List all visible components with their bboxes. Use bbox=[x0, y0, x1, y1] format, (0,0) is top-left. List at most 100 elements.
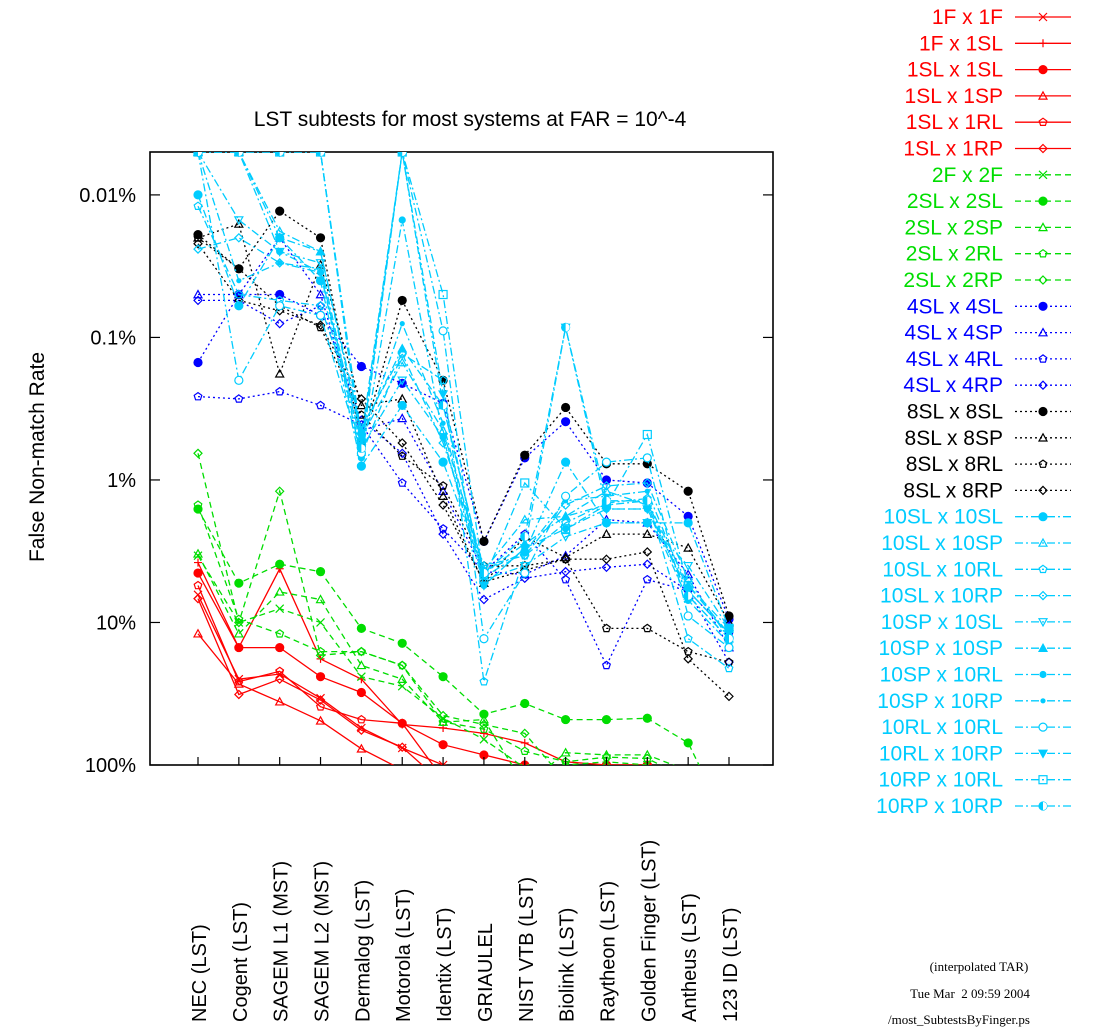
series-point bbox=[438, 500, 448, 510]
series-point bbox=[397, 357, 408, 367]
series-point bbox=[438, 438, 448, 448]
series-point bbox=[315, 715, 326, 725]
x-tick-label-raytheon-lst: Raytheon (LST) bbox=[597, 881, 619, 1022]
series-point bbox=[684, 813, 692, 820]
legend-entry-10sl-x-10sp: 10SL x 10SP bbox=[881, 532, 1071, 555]
series-point bbox=[1037, 90, 1049, 100]
series-point-half bbox=[524, 532, 529, 541]
legend-label: 8SL x 8SL bbox=[907, 401, 1003, 424]
series-point bbox=[315, 310, 326, 320]
series-point bbox=[684, 801, 692, 809]
legend-label: 4SL x 4RP bbox=[903, 374, 1003, 397]
series-point bbox=[642, 547, 653, 557]
series-point bbox=[725, 839, 733, 847]
series-line bbox=[197, 508, 700, 765]
series-point bbox=[397, 451, 407, 460]
series-point bbox=[439, 780, 447, 788]
series-point bbox=[440, 420, 446, 426]
series-point bbox=[193, 238, 203, 249]
series-point-half bbox=[729, 634, 733, 643]
series-line bbox=[197, 237, 730, 640]
series-line bbox=[197, 504, 662, 765]
legend-entry-10sp-x-10rl: 10SP x 10RL bbox=[880, 664, 1071, 687]
legend-label: 8SL x 8RP bbox=[903, 479, 1003, 502]
series-point bbox=[438, 672, 448, 682]
series-line bbox=[197, 572, 649, 765]
series-point bbox=[601, 475, 612, 485]
series-point bbox=[274, 674, 285, 685]
series-4sl-x-4sp bbox=[192, 232, 735, 652]
x-tick-label-antheus-lst: Antheus (LST) bbox=[679, 893, 701, 1022]
y-tick-label: 100% bbox=[85, 755, 136, 777]
legend-entry-1sl-x-1rp: 1SL x 1RP bbox=[903, 138, 1071, 161]
series-point bbox=[1039, 670, 1047, 679]
legend-entry-1sl-x-1sl: 1SL x 1SL bbox=[907, 59, 1071, 82]
series-point bbox=[397, 681, 407, 691]
series-line bbox=[197, 223, 730, 623]
series-point bbox=[519, 550, 530, 561]
series-point bbox=[643, 805, 651, 813]
series-point bbox=[561, 757, 571, 765]
series-point bbox=[642, 623, 652, 633]
series-point bbox=[479, 634, 489, 644]
series-point bbox=[603, 777, 611, 784]
series-point bbox=[1037, 749, 1049, 759]
series-point bbox=[642, 760, 652, 765]
legend: 1F x 1F 1F x 1SL 1SL x 1SL 1SL x 1SP 1SL x 1… bbox=[876, 6, 1071, 818]
series-point bbox=[601, 457, 612, 467]
series-point bbox=[683, 542, 694, 552]
series-point bbox=[1038, 301, 1048, 311]
series-point bbox=[562, 777, 570, 785]
series-point bbox=[397, 718, 407, 728]
series-point bbox=[642, 574, 652, 584]
series-point bbox=[561, 524, 571, 534]
legend-entry-10sl-x-10sl: 10SL x 10SL bbox=[884, 506, 1071, 529]
series-point bbox=[356, 623, 366, 633]
series-point bbox=[683, 518, 693, 528]
series-point bbox=[274, 486, 285, 497]
series-point bbox=[683, 561, 694, 571]
series-point bbox=[1038, 170, 1048, 180]
x-tick-label-motorola-lst: Motorola (LST) bbox=[393, 889, 415, 1022]
legend-label: 10RP x 10RP bbox=[876, 795, 1003, 818]
series-point bbox=[275, 629, 285, 638]
series-point bbox=[193, 580, 203, 590]
series-point bbox=[315, 400, 325, 410]
series-point bbox=[683, 611, 693, 621]
series-point bbox=[519, 573, 530, 584]
legend-label: 8SL x 8SP bbox=[905, 427, 1003, 450]
series-point bbox=[561, 491, 571, 501]
series-point bbox=[1037, 618, 1049, 628]
legend-label: 2SL x 2RL bbox=[906, 243, 1003, 266]
series-point bbox=[642, 528, 653, 538]
series-point bbox=[1038, 196, 1048, 206]
series-point bbox=[397, 742, 408, 753]
legend-label: 10SL x 10SL bbox=[884, 506, 1003, 529]
legend-label: 2SL x 2RP bbox=[903, 269, 1003, 292]
series-1f-x-1sl bbox=[194, 558, 652, 765]
series-point bbox=[562, 815, 570, 822]
legend-entry-8sl-x-8rl: 8SL x 8RL bbox=[906, 453, 1071, 476]
legend-label: 10RL x 10RP bbox=[879, 742, 1003, 765]
series-point bbox=[561, 417, 571, 427]
series-point bbox=[192, 548, 204, 558]
series-8sl-x-8sl bbox=[193, 206, 734, 621]
legend-label: 10RP x 10RL bbox=[878, 769, 1003, 792]
series-point bbox=[601, 660, 612, 670]
series-point bbox=[684, 767, 692, 774]
x-tick-label-golden-finger-lst: Golden Finger (LST) bbox=[638, 840, 660, 1022]
x-tick-label-nec-lst: NEC (LST) bbox=[189, 924, 211, 1022]
series-point bbox=[439, 775, 447, 782]
series-point bbox=[356, 394, 367, 404]
series-point bbox=[1038, 512, 1048, 522]
series-point bbox=[401, 764, 403, 765]
series-point-half bbox=[320, 152, 325, 156]
legend-entry-10sl-x-10rl: 10SL x 10RL bbox=[882, 558, 1071, 581]
series-point bbox=[724, 623, 734, 633]
series-point bbox=[315, 320, 326, 330]
series-line bbox=[198, 152, 730, 640]
series-point bbox=[397, 343, 408, 353]
series-point bbox=[438, 289, 448, 300]
series-point bbox=[602, 858, 610, 866]
series-point bbox=[234, 289, 244, 299]
